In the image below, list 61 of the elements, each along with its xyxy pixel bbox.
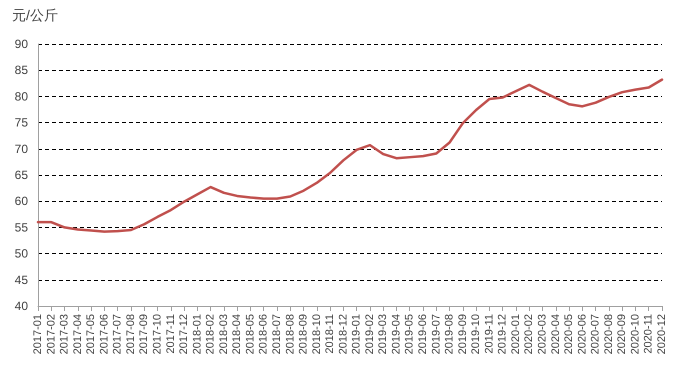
x-tick-label: 2019-05 [404, 314, 416, 354]
x-tick-label: 2018-10 [310, 314, 323, 354]
x-tick-label: 2018-05 [244, 314, 256, 354]
y-tick-label: 60 [14, 194, 28, 208]
x-tick-label: 2018-01 [191, 314, 204, 354]
x-tick-label: 2020-09 [616, 314, 628, 354]
x-tick-label: 2020-08 [602, 314, 615, 354]
x-tick-label: 2017-12 [178, 314, 190, 354]
x-tick-label: 2019-01 [350, 314, 363, 354]
y-tick-label: 55 [14, 220, 28, 234]
x-tick-label: 2017-08 [124, 314, 137, 354]
x-tick-label: 2018-06 [258, 314, 270, 354]
y-tick-label: 90 [14, 37, 28, 51]
x-tick-label: 2017-01 [32, 314, 44, 354]
x-tick-label: 2017-05 [85, 314, 98, 354]
x-tick-label: 2019-06 [417, 314, 430, 354]
x-tick-label: 2020-07 [590, 314, 602, 354]
x-tick-label: 2017-02 [45, 314, 58, 354]
x-tick-label: 2017-11 [164, 314, 177, 354]
x-tick-label: 2018-07 [270, 314, 283, 354]
x-tick-label: 2018-08 [284, 314, 296, 354]
x-tick-label: 2017-09 [138, 314, 150, 354]
x-tick-label: 2020-05 [563, 314, 576, 354]
x-tick-label: 2020-02 [523, 314, 536, 354]
x-tick-label: 2017-10 [151, 314, 164, 354]
x-tick-label: 2019-09 [456, 314, 469, 354]
x-tick-label: 2018-11 [324, 314, 336, 354]
x-tick-label: 2019-02 [364, 314, 376, 354]
x-tick-label: 2017-04 [72, 314, 84, 354]
x-tick-label: 2020-10 [629, 314, 642, 354]
x-tick-label: 2020-04 [550, 314, 562, 354]
y-tick-label: 50 [14, 246, 28, 261]
y-tick-label: 85 [14, 63, 28, 78]
y-tick-label: 80 [14, 89, 28, 104]
y-tick-label: 45 [14, 272, 28, 287]
x-tick-label: 2017-03 [58, 314, 71, 354]
x-tick-label: 2019-03 [377, 314, 390, 354]
x-tick-label: 2018-02 [204, 314, 217, 354]
y-axis-title: 元/公斤 [12, 7, 58, 23]
y-tick-label: 70 [14, 142, 28, 156]
x-tick-label: 2018-12 [337, 314, 350, 354]
x-tick-label: 2018-09 [298, 314, 310, 354]
x-tick-label: 2019-04 [390, 314, 402, 354]
x-tick-label: 2019-08 [444, 314, 456, 354]
x-tick-label: 2020-01 [510, 314, 522, 354]
x-tick-label: 2020-11 [642, 314, 655, 354]
y-tick-label: 40 [14, 299, 28, 313]
x-tick-label: 2019-11 [483, 314, 496, 354]
line-series [36, 78, 664, 233]
x-tick-label: 2018-04 [231, 314, 244, 354]
x-tick-label: 2019-07 [430, 314, 442, 354]
x-tick-label: 2020-06 [576, 314, 588, 354]
x-tick-label: 2017-07 [112, 314, 124, 354]
y-tick-label: 75 [14, 116, 28, 130]
x-tick-label: 2018-03 [218, 314, 230, 354]
x-tick-label: 2017-06 [98, 314, 110, 354]
x-tick-label: 2020-03 [536, 314, 549, 354]
x-tick-label: 2019-12 [496, 314, 509, 354]
x-tick-label: 2019-10 [470, 314, 482, 354]
y-tick-label: 65 [14, 168, 28, 182]
x-tick-label: 2020-12 [656, 314, 668, 354]
